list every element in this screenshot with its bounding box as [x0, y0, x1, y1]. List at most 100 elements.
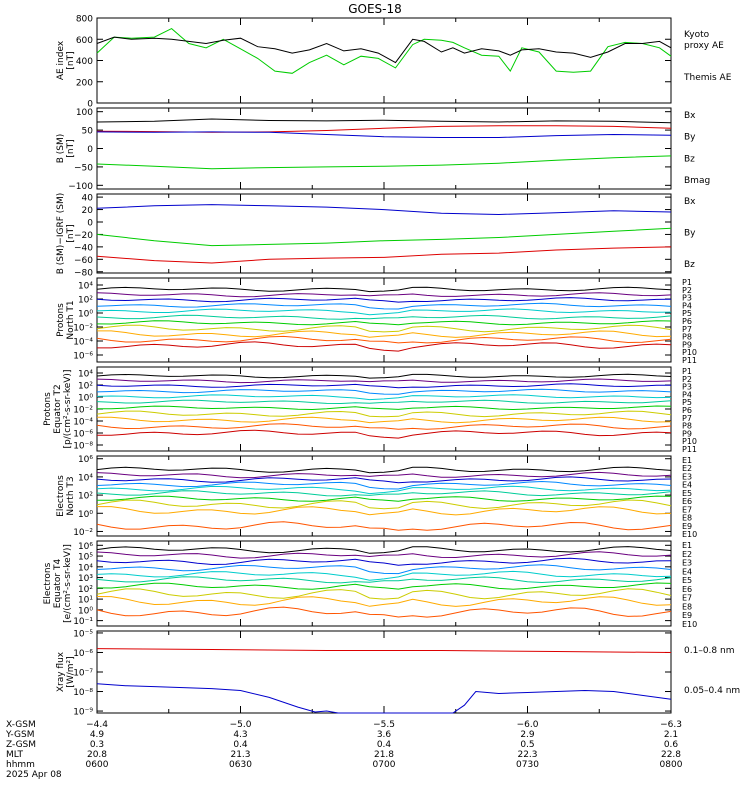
legend-label: P8 [682, 422, 692, 431]
y-tick-label: 10⁻² [73, 406, 93, 416]
legend-label: E3 [682, 472, 692, 481]
legend-label: P10 [682, 348, 697, 357]
series-line [96, 582, 672, 590]
y-tick-label: 10⁰ [78, 310, 93, 320]
series-line [96, 648, 672, 653]
column-value: 0.5 [520, 740, 534, 750]
y-tick-label: 0 [87, 145, 93, 155]
legend-label: P11 [682, 445, 697, 454]
column-value: 0600 [86, 760, 109, 770]
legend-label: E3 [682, 559, 692, 568]
y-tick-label: −50 [74, 163, 93, 173]
y-tick-label: 10³ [78, 574, 93, 584]
legend-label: P1 [682, 367, 692, 376]
legend-label: P1 [682, 278, 692, 287]
series-line [96, 320, 672, 326]
row-label: X-GSM [6, 720, 36, 730]
column-value: 0.4 [233, 740, 248, 750]
column-value: 21.8 [374, 750, 394, 760]
y-tick-label: 10² [78, 492, 93, 502]
series-line [96, 286, 672, 293]
series-line [96, 324, 672, 333]
column-value: −5.0 [230, 720, 252, 730]
column-value: 21.3 [230, 750, 250, 760]
y-tick-label: −100 [68, 182, 93, 192]
series-line [96, 490, 672, 497]
y-tick-label: 10² [78, 296, 93, 306]
y-tick-label: 10⁴ [78, 473, 93, 483]
y-tick-label: 200 [76, 78, 93, 88]
y-tick-label: 10⁰ [78, 606, 93, 616]
series-line [96, 383, 672, 389]
y-axis-label: Equator T2 [53, 384, 63, 433]
legend-label: P4 [682, 390, 692, 399]
column-value: 2.9 [520, 730, 535, 740]
legend-label: E6 [682, 497, 692, 506]
column-value: 0730 [516, 760, 539, 770]
y-tick-label: 10⁰ [78, 510, 93, 520]
y-axis-label: Electrons [56, 475, 66, 517]
column-value: 0.4 [377, 740, 392, 750]
column-value: 0800 [660, 760, 683, 770]
series-line [96, 683, 672, 714]
legend-label: Bz [684, 154, 695, 164]
legend-label: 0.1–0.8 nm [684, 646, 734, 656]
series-line [97, 416, 672, 424]
series-line [96, 485, 672, 495]
y-tick-label: 10⁶ [78, 455, 93, 465]
series-line [96, 302, 672, 310]
y-axis-label: Protons [43, 392, 53, 426]
y-tick-label: 10⁻² [73, 324, 93, 334]
series-line [96, 521, 672, 531]
row-label: hhmm [6, 760, 35, 770]
legend-label: E9 [682, 522, 692, 531]
y-tick-label: 10⁻⁶ [73, 430, 93, 440]
series-line [96, 399, 672, 405]
y-axis-label: Equator T4 [53, 559, 63, 609]
legend-label: Bz [684, 260, 695, 270]
legend-label: P2 [682, 375, 692, 384]
legend-label: E7 [682, 505, 692, 514]
legend-label: E8 [682, 602, 692, 611]
legend-label: E10 [682, 620, 697, 629]
legend-label: P6 [682, 406, 692, 415]
legend-label: 0.05–0.4 nm [684, 686, 740, 696]
column-value: −6.3 [660, 720, 682, 730]
y-axis-label: [p/(cm²-s-sr-keV)] [63, 370, 73, 449]
legend-label: P11 [682, 356, 697, 365]
series-line [96, 546, 672, 554]
y-tick-label: 10⁻⁶ [73, 649, 93, 659]
column-value: 0700 [373, 760, 396, 770]
legend-label: Bx [684, 197, 696, 207]
series-line [96, 373, 672, 379]
series-line [96, 335, 672, 344]
series-line [97, 341, 672, 352]
panel-xray: 10⁻⁵ 10⁻⁶ 10⁻⁷ 10⁻⁸ 10⁻⁹ Xray flux [W/m²] 0.1–0… [56, 629, 740, 717]
series-line [96, 588, 672, 600]
series-line [96, 394, 672, 401]
series-line [97, 405, 672, 411]
column-value: 22.8 [661, 750, 681, 760]
series-line [97, 506, 672, 516]
series-line [96, 551, 672, 559]
y-tick-label: 100 [76, 108, 93, 118]
y-axis-label: [nT] [66, 224, 76, 242]
series-line [96, 499, 672, 510]
series-line [97, 330, 672, 338]
panel-frame [96, 630, 672, 714]
y-tick-label: 20 [82, 206, 94, 216]
y-tick-label: 40 [82, 194, 94, 204]
legend-label: E4 [682, 567, 692, 576]
series-line [96, 246, 672, 264]
legend-label: P8 [682, 333, 692, 342]
column-value: 3.6 [377, 730, 392, 740]
legend-label: P2 [682, 286, 692, 295]
series-line [96, 227, 672, 247]
column-value: 0630 [229, 760, 252, 770]
legend-label: By [684, 229, 696, 239]
series-line [96, 570, 672, 581]
series-line [96, 36, 672, 64]
legend-label: P3 [682, 383, 692, 392]
legend-label: E9 [682, 611, 692, 620]
